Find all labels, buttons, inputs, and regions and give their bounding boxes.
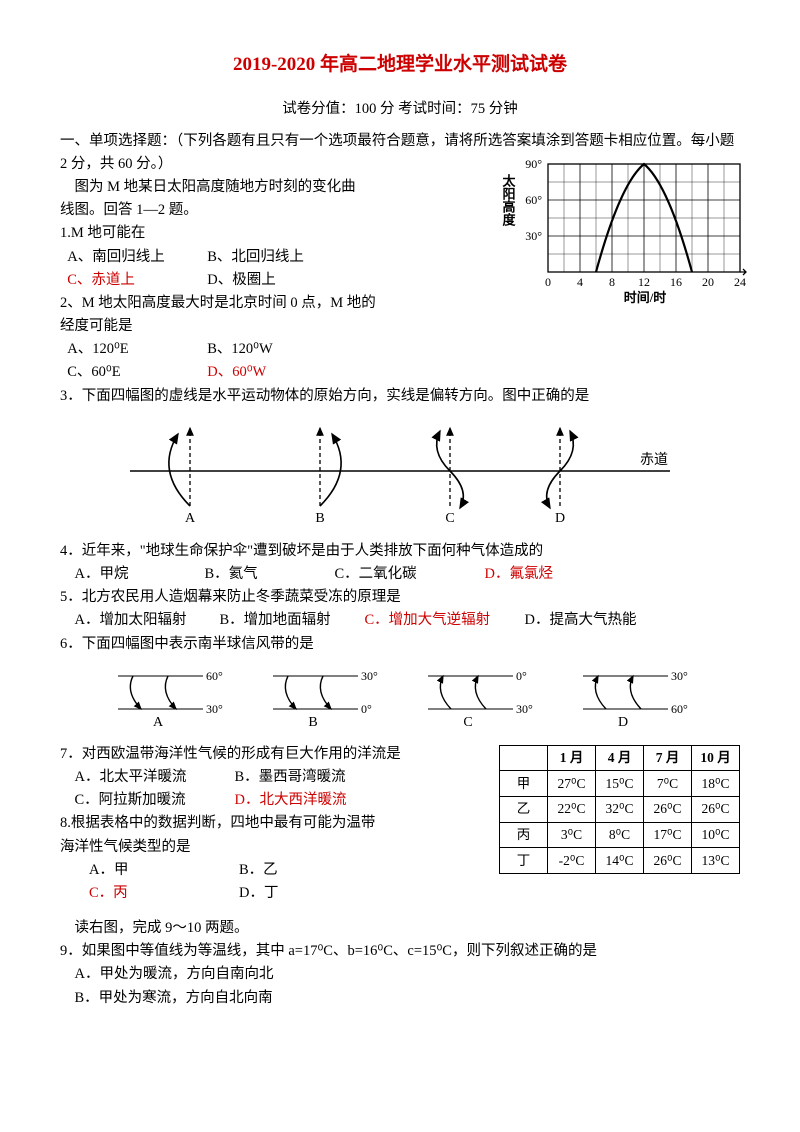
q1d: D、极圈上 bbox=[207, 269, 275, 292]
svg-text:12: 12 bbox=[638, 275, 650, 289]
svg-text:30°: 30° bbox=[671, 669, 688, 683]
svg-text:D: D bbox=[617, 715, 627, 729]
q9a: A．甲处为暖流，方向自南向北 bbox=[75, 963, 274, 986]
svg-text:60°: 60° bbox=[525, 193, 542, 207]
q4: 4．近年来，"地球生命保护伞"遭到破坏是由于人类排放下面何种气体造成的 bbox=[60, 540, 740, 563]
svg-text:赤道: 赤道 bbox=[640, 452, 668, 468]
svg-text:时间/时: 时间/时 bbox=[624, 290, 667, 305]
svg-text:B: B bbox=[315, 511, 324, 526]
svg-text:30°: 30° bbox=[516, 702, 533, 716]
q2b-opt: B、120⁰W bbox=[207, 338, 272, 361]
q1a: A、南回归线上 bbox=[67, 246, 207, 269]
svg-text:0°: 0° bbox=[361, 702, 372, 716]
svg-text:4: 4 bbox=[577, 275, 583, 289]
svg-text:A: A bbox=[152, 715, 163, 729]
q8b: B．乙 bbox=[239, 859, 278, 882]
q1-opt-c bbox=[60, 269, 67, 292]
q1c: C、赤道上 bbox=[67, 269, 207, 292]
svg-text:16: 16 bbox=[670, 275, 682, 289]
q7c: C．阿拉斯加暖流 bbox=[75, 789, 235, 812]
q7b: B．墨西哥湾暖流 bbox=[235, 766, 346, 789]
svg-text:太阳高度: 太阳高度 bbox=[501, 173, 517, 227]
q6-figure: 60° 30° A 30° 0° B 0° 30° C 30° 60° D bbox=[60, 664, 740, 729]
svg-text:60°: 60° bbox=[206, 669, 223, 683]
q5c: C．增加大气逆辐射 bbox=[365, 609, 525, 632]
q8d: D．丁 bbox=[239, 882, 278, 905]
q5: 5．北方农民用人造烟幕来防止冬季蔬菜受冻的原理是 bbox=[60, 586, 740, 609]
q2c: C、60⁰E bbox=[67, 361, 207, 384]
sun-altitude-chart: 90° 60° 30° 0 4 8 12 16 20 24 时间/时 太阳高度 bbox=[500, 154, 750, 309]
q9-intro: 读右图，完成 9～10 两题。 bbox=[60, 917, 740, 940]
svg-text:B: B bbox=[308, 715, 317, 729]
svg-text:30°: 30° bbox=[361, 669, 378, 683]
q5d: D．提高大气热能 bbox=[525, 609, 637, 632]
svg-text:60°: 60° bbox=[671, 702, 688, 716]
svg-text:20: 20 bbox=[702, 275, 714, 289]
q2a: A、120⁰E bbox=[67, 338, 207, 361]
q1-opt-a bbox=[60, 246, 67, 269]
svg-text:D: D bbox=[555, 511, 565, 526]
q4b: B．氦气 bbox=[205, 563, 335, 586]
svg-text:C: C bbox=[445, 511, 454, 526]
q3-figure: 赤道 A B C D bbox=[60, 416, 740, 526]
svg-text:C: C bbox=[463, 715, 472, 729]
q2b: 经度可能是 bbox=[60, 315, 740, 338]
q9: 9．如果图中等值线为等温线，其中 a=17⁰C、b=16⁰C、c=15⁰C，则下… bbox=[60, 940, 740, 963]
svg-text:30°: 30° bbox=[206, 702, 223, 716]
exam-title: 2019-2020 年高二地理学业水平测试试卷 bbox=[60, 50, 740, 80]
q3: 3．下面四幅图的虚线是水平运动物体的原始方向，实线是偏转方向。图中正确的是 bbox=[60, 385, 740, 408]
q9b: B．甲处为寒流，方向自北向南 bbox=[75, 987, 273, 1010]
q7d: D．北大西洋暖流 bbox=[235, 789, 347, 812]
svg-text:90°: 90° bbox=[525, 157, 542, 171]
svg-text:0°: 0° bbox=[516, 669, 527, 683]
svg-text:30°: 30° bbox=[525, 229, 542, 243]
svg-text:0: 0 bbox=[545, 275, 551, 289]
q2d: D、60⁰W bbox=[207, 361, 266, 384]
svg-text:A: A bbox=[185, 511, 196, 526]
q5b: B．增加地面辐射 bbox=[220, 609, 365, 632]
q7a: A．北太平洋暖流 bbox=[75, 766, 235, 789]
svg-text:24: 24 bbox=[734, 275, 746, 289]
q4c: C．二氧化碳 bbox=[335, 563, 485, 586]
q1b: B、北回归线上 bbox=[207, 246, 304, 269]
q4d: D．氟氯烃 bbox=[485, 563, 553, 586]
q4a: A．甲烷 bbox=[75, 563, 205, 586]
exam-meta: 试卷分值：100 分 考试时间：75 分钟 bbox=[60, 98, 740, 121]
climate-table: 1 月4 月7 月10 月 甲27⁰C15⁰C7⁰C18⁰C 乙22⁰C32⁰C… bbox=[499, 745, 740, 874]
q8a: A．甲 bbox=[89, 859, 239, 882]
q6: 6．下面四幅图中表示南半球信风带的是 bbox=[60, 633, 740, 656]
q5a: A．增加太阳辐射 bbox=[75, 609, 220, 632]
q8c: C．丙 bbox=[89, 882, 239, 905]
svg-text:8: 8 bbox=[609, 275, 615, 289]
